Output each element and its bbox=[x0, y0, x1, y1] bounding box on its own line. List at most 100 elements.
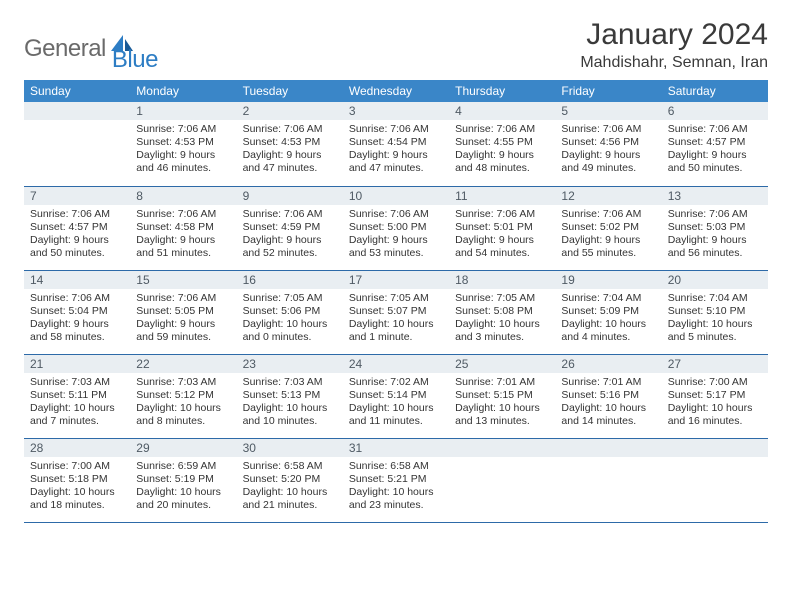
daylight-text-line1: Daylight: 9 hours bbox=[136, 318, 230, 331]
day-number: 6 bbox=[662, 102, 768, 120]
daylight-text-line2: and 56 minutes. bbox=[668, 247, 762, 260]
day-number: 9 bbox=[237, 187, 343, 205]
day-body: Sunrise: 7:06 AMSunset: 5:04 PMDaylight:… bbox=[24, 289, 130, 349]
day-body: Sunrise: 7:06 AMSunset: 4:54 PMDaylight:… bbox=[343, 120, 449, 180]
day-number: 11 bbox=[449, 187, 555, 205]
day-body: Sunrise: 7:05 AMSunset: 5:07 PMDaylight:… bbox=[343, 289, 449, 349]
daylight-text-line1: Daylight: 9 hours bbox=[243, 234, 337, 247]
sunrise-text: Sunrise: 7:04 AM bbox=[668, 292, 762, 305]
day-number: 20 bbox=[662, 271, 768, 289]
sunrise-text: Sunrise: 7:05 AM bbox=[455, 292, 549, 305]
daylight-text-line1: Daylight: 9 hours bbox=[349, 149, 443, 162]
day-number bbox=[555, 439, 661, 457]
daylight-text-line2: and 8 minutes. bbox=[136, 415, 230, 428]
calendar-week-row: 28Sunrise: 7:00 AMSunset: 5:18 PMDayligh… bbox=[24, 438, 768, 522]
calendar-cell: 25Sunrise: 7:01 AMSunset: 5:15 PMDayligh… bbox=[449, 354, 555, 438]
daylight-text-line2: and 7 minutes. bbox=[30, 415, 124, 428]
day-number: 30 bbox=[237, 439, 343, 457]
month-title: January 2024 bbox=[580, 18, 768, 52]
day-number: 10 bbox=[343, 187, 449, 205]
day-number: 17 bbox=[343, 271, 449, 289]
page-header: General Blue January 2024 Mahdishahr, Se… bbox=[24, 18, 768, 74]
daylight-text-line1: Daylight: 10 hours bbox=[243, 486, 337, 499]
day-body: Sunrise: 7:05 AMSunset: 5:06 PMDaylight:… bbox=[237, 289, 343, 349]
day-body: Sunrise: 6:59 AMSunset: 5:19 PMDaylight:… bbox=[130, 457, 236, 517]
day-number: 4 bbox=[449, 102, 555, 120]
day-number: 13 bbox=[662, 187, 768, 205]
calendar-cell: 19Sunrise: 7:04 AMSunset: 5:09 PMDayligh… bbox=[555, 270, 661, 354]
logo-text-blue: Blue bbox=[112, 46, 158, 74]
daylight-text-line2: and 21 minutes. bbox=[243, 499, 337, 512]
daylight-text-line2: and 11 minutes. bbox=[349, 415, 443, 428]
daylight-text-line2: and 5 minutes. bbox=[668, 331, 762, 344]
day-number: 12 bbox=[555, 187, 661, 205]
calendar-cell: 28Sunrise: 7:00 AMSunset: 5:18 PMDayligh… bbox=[24, 438, 130, 522]
calendar-page: General Blue January 2024 Mahdishahr, Se… bbox=[0, 0, 792, 612]
daylight-text-line2: and 20 minutes. bbox=[136, 499, 230, 512]
day-number: 2 bbox=[237, 102, 343, 120]
sunset-text: Sunset: 5:07 PM bbox=[349, 305, 443, 318]
calendar-cell: 26Sunrise: 7:01 AMSunset: 5:16 PMDayligh… bbox=[555, 354, 661, 438]
weekday-header-row: Sunday Monday Tuesday Wednesday Thursday… bbox=[24, 80, 768, 102]
calendar-cell: 29Sunrise: 6:59 AMSunset: 5:19 PMDayligh… bbox=[130, 438, 236, 522]
calendar-cell: 18Sunrise: 7:05 AMSunset: 5:08 PMDayligh… bbox=[449, 270, 555, 354]
sunrise-text: Sunrise: 7:03 AM bbox=[243, 376, 337, 389]
day-number: 23 bbox=[237, 355, 343, 373]
daylight-text-line1: Daylight: 10 hours bbox=[455, 318, 549, 331]
daylight-text-line1: Daylight: 9 hours bbox=[668, 234, 762, 247]
weekday-header: Sunday bbox=[24, 80, 130, 102]
sunset-text: Sunset: 5:04 PM bbox=[30, 305, 124, 318]
calendar-cell: 21Sunrise: 7:03 AMSunset: 5:11 PMDayligh… bbox=[24, 354, 130, 438]
location-label: Mahdishahr, Semnan, Iran bbox=[580, 54, 768, 72]
sunrise-text: Sunrise: 7:05 AM bbox=[243, 292, 337, 305]
day-number: 22 bbox=[130, 355, 236, 373]
sunrise-text: Sunrise: 7:04 AM bbox=[561, 292, 655, 305]
sunset-text: Sunset: 5:02 PM bbox=[561, 221, 655, 234]
day-body: Sunrise: 7:02 AMSunset: 5:14 PMDaylight:… bbox=[343, 373, 449, 433]
day-number: 29 bbox=[130, 439, 236, 457]
daylight-text-line1: Daylight: 9 hours bbox=[561, 234, 655, 247]
day-number: 3 bbox=[343, 102, 449, 120]
day-body: Sunrise: 7:04 AMSunset: 5:10 PMDaylight:… bbox=[662, 289, 768, 349]
sunrise-text: Sunrise: 7:06 AM bbox=[561, 123, 655, 136]
sunset-text: Sunset: 5:20 PM bbox=[243, 473, 337, 486]
daylight-text-line2: and 16 minutes. bbox=[668, 415, 762, 428]
daylight-text-line2: and 0 minutes. bbox=[243, 331, 337, 344]
sunset-text: Sunset: 4:57 PM bbox=[30, 221, 124, 234]
daylight-text-line1: Daylight: 10 hours bbox=[136, 486, 230, 499]
sunrise-text: Sunrise: 7:06 AM bbox=[349, 123, 443, 136]
calendar-cell: 20Sunrise: 7:04 AMSunset: 5:10 PMDayligh… bbox=[662, 270, 768, 354]
calendar-week-row: 21Sunrise: 7:03 AMSunset: 5:11 PMDayligh… bbox=[24, 354, 768, 438]
calendar-cell: 31Sunrise: 6:58 AMSunset: 5:21 PMDayligh… bbox=[343, 438, 449, 522]
calendar-cell: 30Sunrise: 6:58 AMSunset: 5:20 PMDayligh… bbox=[237, 438, 343, 522]
day-number bbox=[24, 102, 130, 120]
daylight-text-line1: Daylight: 10 hours bbox=[136, 402, 230, 415]
day-body: Sunrise: 7:06 AMSunset: 4:53 PMDaylight:… bbox=[130, 120, 236, 180]
calendar-cell: 1Sunrise: 7:06 AMSunset: 4:53 PMDaylight… bbox=[130, 102, 236, 186]
day-body: Sunrise: 7:06 AMSunset: 4:57 PMDaylight:… bbox=[662, 120, 768, 180]
daylight-text-line2: and 47 minutes. bbox=[349, 162, 443, 175]
sunset-text: Sunset: 4:55 PM bbox=[455, 136, 549, 149]
sunrise-text: Sunrise: 7:02 AM bbox=[349, 376, 443, 389]
daylight-text-line1: Daylight: 9 hours bbox=[561, 149, 655, 162]
weekday-header: Thursday bbox=[449, 80, 555, 102]
daylight-text-line2: and 50 minutes. bbox=[668, 162, 762, 175]
sunset-text: Sunset: 4:54 PM bbox=[349, 136, 443, 149]
day-body: Sunrise: 7:06 AMSunset: 5:02 PMDaylight:… bbox=[555, 205, 661, 265]
calendar-cell: 17Sunrise: 7:05 AMSunset: 5:07 PMDayligh… bbox=[343, 270, 449, 354]
day-number: 24 bbox=[343, 355, 449, 373]
sunrise-text: Sunrise: 7:06 AM bbox=[455, 123, 549, 136]
day-body: Sunrise: 7:00 AMSunset: 5:18 PMDaylight:… bbox=[24, 457, 130, 517]
day-body: Sunrise: 7:03 AMSunset: 5:11 PMDaylight:… bbox=[24, 373, 130, 433]
daylight-text-line1: Daylight: 9 hours bbox=[455, 234, 549, 247]
daylight-text-line2: and 58 minutes. bbox=[30, 331, 124, 344]
day-body: Sunrise: 6:58 AMSunset: 5:21 PMDaylight:… bbox=[343, 457, 449, 517]
daylight-text-line2: and 46 minutes. bbox=[136, 162, 230, 175]
sunset-text: Sunset: 4:53 PM bbox=[243, 136, 337, 149]
sunset-text: Sunset: 5:14 PM bbox=[349, 389, 443, 402]
day-body: Sunrise: 7:05 AMSunset: 5:08 PMDaylight:… bbox=[449, 289, 555, 349]
daylight-text-line2: and 50 minutes. bbox=[30, 247, 124, 260]
calendar-cell bbox=[449, 438, 555, 522]
day-body: Sunrise: 7:06 AMSunset: 5:03 PMDaylight:… bbox=[662, 205, 768, 265]
day-number: 15 bbox=[130, 271, 236, 289]
